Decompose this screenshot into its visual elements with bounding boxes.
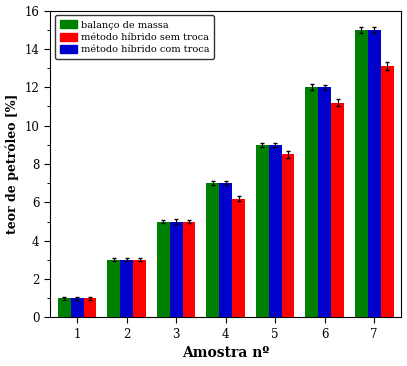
X-axis label: Amostra nº: Amostra nº: [182, 347, 269, 361]
Bar: [318, 87, 331, 317]
Bar: [331, 102, 344, 317]
Bar: [83, 298, 96, 317]
Bar: [183, 221, 195, 317]
Bar: [71, 298, 83, 317]
Bar: [355, 30, 368, 317]
Bar: [170, 221, 183, 317]
Bar: [58, 298, 71, 317]
Bar: [120, 260, 133, 317]
Bar: [305, 87, 318, 317]
Bar: [269, 145, 282, 317]
Bar: [107, 260, 120, 317]
Bar: [219, 183, 232, 317]
Bar: [381, 66, 394, 317]
Bar: [157, 221, 170, 317]
Bar: [256, 145, 269, 317]
Legend: balanço de massa, método híbrido sem troca, método híbrido com troca: balanço de massa, método híbrido sem tro…: [55, 15, 214, 59]
Bar: [133, 260, 146, 317]
Bar: [232, 198, 245, 317]
Y-axis label: teor de petróleo [%]: teor de petróleo [%]: [6, 94, 19, 234]
Bar: [206, 183, 219, 317]
Bar: [282, 154, 295, 317]
Bar: [368, 30, 381, 317]
